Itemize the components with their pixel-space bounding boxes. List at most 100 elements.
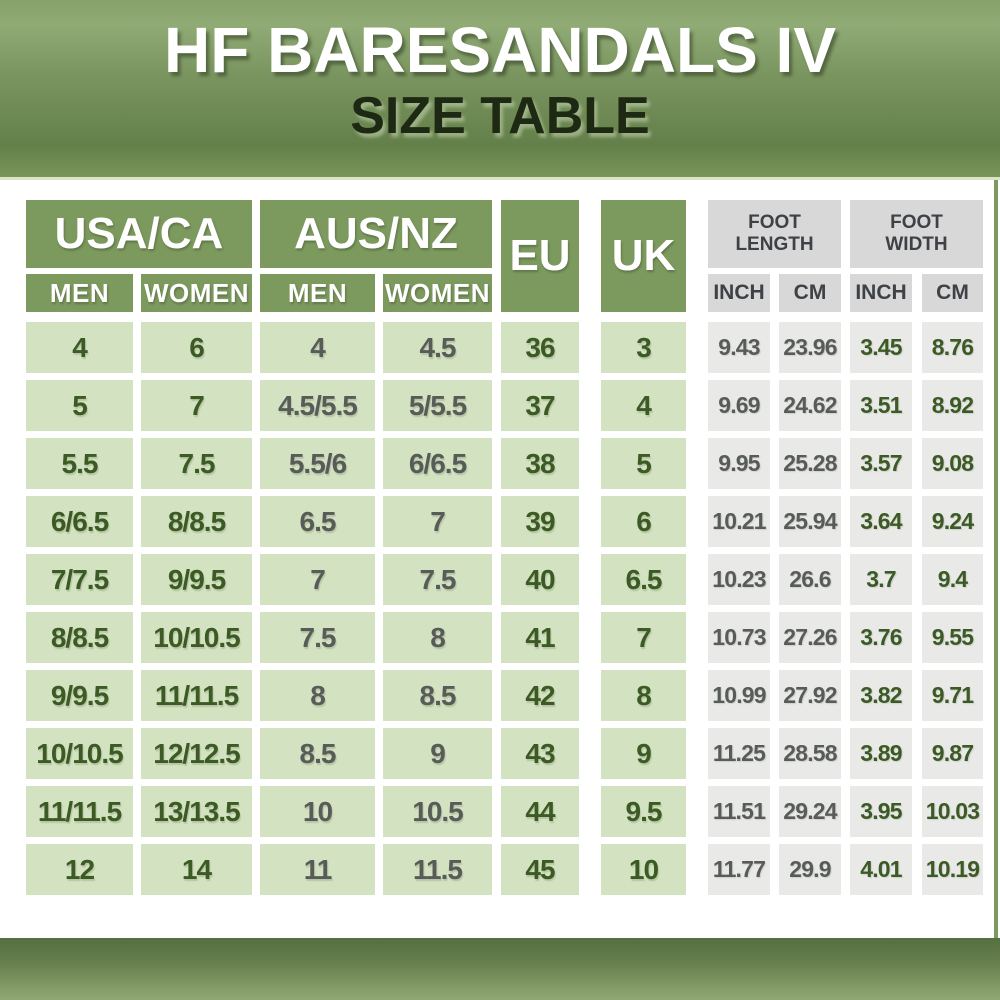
column-header-uk: UK (601, 200, 686, 312)
size-cell: 9 (383, 728, 492, 779)
size-cell: 23.96 (779, 322, 841, 373)
size-cell: 39 (501, 496, 579, 547)
size-cell: 11.5 (383, 844, 492, 895)
size-cell: 11.51 (708, 786, 770, 837)
size-cell: 14 (141, 844, 252, 895)
size-cell: 10/10.5 (26, 728, 133, 779)
size-cell: 11/11.5 (141, 670, 252, 721)
size-cell: 12/12.5 (141, 728, 252, 779)
size-cell: 10.21 (708, 496, 770, 547)
size-cell: 9.43 (708, 322, 770, 373)
column-group-foot-length: FOOT LENGTH (708, 200, 841, 268)
right-accent-line (994, 180, 998, 938)
size-cell: 3.89 (850, 728, 912, 779)
size-cell: 8.5 (383, 670, 492, 721)
size-cell: 3.76 (850, 612, 912, 663)
size-cell: 3 (601, 322, 686, 373)
size-cell: 4 (260, 322, 375, 373)
size-cell: 11.77 (708, 844, 770, 895)
size-cell: 11/11.5 (26, 786, 133, 837)
size-table-grid: USA/CA AUS/NZ EU UK FOOT LENGTH FOOT WID… (26, 200, 983, 902)
product-title: HF BARESANDALS IV (163, 14, 837, 86)
column-group-usa-ca: USA/CA (26, 200, 252, 268)
size-cell: 8.5 (260, 728, 375, 779)
size-cell: 12 (26, 844, 133, 895)
size-cell: 7 (260, 554, 375, 605)
size-cell: 9.08 (922, 438, 983, 489)
size-cell: 25.94 (779, 496, 841, 547)
size-cell: 4 (601, 380, 686, 431)
size-cell: 9.69 (708, 380, 770, 431)
size-cell: 7 (383, 496, 492, 547)
subheader-width-cm: CM (922, 274, 983, 312)
size-cell: 36 (501, 322, 579, 373)
size-cell: 5 (601, 438, 686, 489)
size-cell: 29.24 (779, 786, 841, 837)
subheader-aus-women: WOMEN (383, 274, 492, 312)
subheader-aus-men: MEN (260, 274, 375, 312)
size-cell: 8.92 (922, 380, 983, 431)
subheader-usa-women: WOMEN (141, 274, 252, 312)
size-cell: 38 (501, 438, 579, 489)
size-cell: 3.45 (850, 322, 912, 373)
size-cell: 9.55 (922, 612, 983, 663)
size-cell: 9/9.5 (26, 670, 133, 721)
size-cell: 43 (501, 728, 579, 779)
size-cell: 44 (501, 786, 579, 837)
size-cell: 9.71 (922, 670, 983, 721)
size-cell: 7/7.5 (26, 554, 133, 605)
size-cell: 8 (601, 670, 686, 721)
size-cell: 4 (26, 322, 133, 373)
size-cell: 10.73 (708, 612, 770, 663)
size-cell: 3.64 (850, 496, 912, 547)
footer-banner (0, 938, 1000, 1000)
size-cell: 8.76 (922, 322, 983, 373)
size-cell: 10.19 (922, 844, 983, 895)
size-cell: 10.23 (708, 554, 770, 605)
size-cell: 9.87 (922, 728, 983, 779)
size-cell: 6.5 (601, 554, 686, 605)
size-cell: 8/8.5 (141, 496, 252, 547)
size-cell: 9.4 (922, 554, 983, 605)
size-cell: 42 (501, 670, 579, 721)
size-cell: 9 (601, 728, 686, 779)
subheader-length-cm: CM (779, 274, 841, 312)
size-cell: 28.58 (779, 728, 841, 779)
size-cell: 10 (601, 844, 686, 895)
size-cell: 6/6.5 (26, 496, 133, 547)
page-subtitle: SIZE TABLE (350, 87, 650, 145)
size-cell: 7 (141, 380, 252, 431)
subheader-usa-men: MEN (26, 274, 133, 312)
size-cell: 37 (501, 380, 579, 431)
size-cell: 5/5.5 (383, 380, 492, 431)
size-cell: 10 (260, 786, 375, 837)
size-cell: 7.5 (141, 438, 252, 489)
size-cell: 26.6 (779, 554, 841, 605)
column-group-aus-nz: AUS/NZ (260, 200, 492, 268)
size-cell: 5 (26, 380, 133, 431)
size-cell: 45 (501, 844, 579, 895)
size-cell: 9/9.5 (141, 554, 252, 605)
column-group-foot-width: FOOT WIDTH (850, 200, 983, 268)
size-cell: 10/10.5 (141, 612, 252, 663)
size-cell: 6 (601, 496, 686, 547)
size-cell: 3.51 (850, 380, 912, 431)
size-cell: 8/8.5 (26, 612, 133, 663)
size-cell: 11.25 (708, 728, 770, 779)
size-cell: 27.92 (779, 670, 841, 721)
size-cell: 7.5 (383, 554, 492, 605)
size-cell: 8 (260, 670, 375, 721)
size-cell: 3.7 (850, 554, 912, 605)
size-cell: 9.24 (922, 496, 983, 547)
size-cell: 11 (260, 844, 375, 895)
size-cell: 13/13.5 (141, 786, 252, 837)
size-cell: 10.5 (383, 786, 492, 837)
subheader-length-inch: INCH (708, 274, 770, 312)
size-cell: 5.5/6 (260, 438, 375, 489)
size-cell: 8 (383, 612, 492, 663)
size-cell: 4.5/5.5 (260, 380, 375, 431)
size-cell: 6.5 (260, 496, 375, 547)
header-banner: HF BARESANDALS IV SIZE TABLE (0, 0, 1000, 180)
size-cell: 5.5 (26, 438, 133, 489)
size-cell: 3.57 (850, 438, 912, 489)
